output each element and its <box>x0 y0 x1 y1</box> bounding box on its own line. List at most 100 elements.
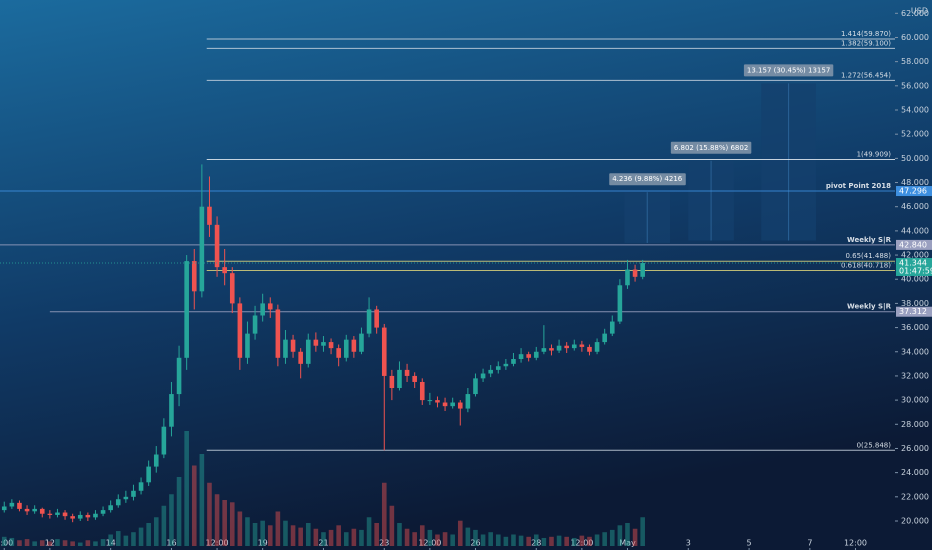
candle-body <box>32 508 37 512</box>
volume-bar <box>131 532 136 546</box>
x-tick-label: 12:00 <box>570 539 593 548</box>
volume-bar <box>275 511 281 546</box>
volume-bar <box>229 502 235 546</box>
candle-body <box>412 375 417 382</box>
volume-bar <box>313 528 319 546</box>
price-box <box>896 257 932 276</box>
level-label: Weekly S|R <box>847 303 892 312</box>
candle-body <box>579 344 585 347</box>
projection-label: 6.802 (15.88%) 6802 <box>674 144 748 152</box>
candle-body <box>640 263 645 277</box>
y-tick-label: 22.000 <box>901 492 929 501</box>
x-tick-label: 12 <box>45 539 55 548</box>
candle-body <box>283 339 288 358</box>
volume-bar <box>222 500 227 546</box>
volume-bar <box>609 529 615 546</box>
level-label: 1(49.909) <box>857 150 892 158</box>
y-tick-label: 58.000 <box>901 57 929 66</box>
x-tick-label: 12:00 <box>418 539 441 548</box>
candle-body <box>153 454 159 467</box>
candle-body <box>313 339 319 346</box>
volume-bar <box>39 540 45 546</box>
candle-body <box>267 303 273 310</box>
candle-body <box>214 224 220 268</box>
y-tick-label: 54.000 <box>901 106 929 115</box>
y-tick-label: 62.000 <box>901 9 929 18</box>
volume-bar <box>511 534 516 546</box>
volume-bar <box>55 539 60 546</box>
candle-body <box>39 508 45 514</box>
candle-body <box>138 482 144 491</box>
volume-bar <box>77 542 83 546</box>
candle-body <box>161 426 167 455</box>
candle-body <box>176 357 182 395</box>
candle-body <box>359 333 364 352</box>
volume-bar <box>328 529 334 546</box>
projection-label-bg <box>743 64 834 77</box>
volume-bar <box>321 532 326 546</box>
volume-bar <box>138 527 144 546</box>
candle-body <box>571 344 577 349</box>
volume-bar <box>237 511 243 546</box>
candle-body <box>115 499 121 506</box>
candle-body <box>397 369 402 389</box>
volume-bar <box>32 541 37 546</box>
candle-body <box>328 342 334 349</box>
volume-bar <box>17 540 22 546</box>
volume-bar <box>632 528 638 546</box>
level-label: 0.65(41.488) <box>845 252 891 260</box>
candle-body <box>465 394 471 409</box>
candle-body <box>617 285 623 322</box>
projection-label-bg <box>670 141 752 154</box>
volume-bar <box>503 536 509 546</box>
candle-body <box>108 505 113 511</box>
candle-body <box>191 261 197 292</box>
projection-label: 13.157 (30.45%) 13157 <box>747 66 830 74</box>
candle-body <box>526 354 531 358</box>
candle-body <box>564 345 569 349</box>
volume-bar <box>571 537 577 546</box>
candle-body <box>252 315 258 334</box>
volume-bar <box>473 529 478 546</box>
volume-bar <box>541 537 547 546</box>
x-tick-label: 26 <box>470 539 480 548</box>
candle-body <box>184 261 189 358</box>
candle-body <box>602 333 607 343</box>
volume-bar <box>161 505 167 546</box>
volume-bar <box>359 529 364 546</box>
x-tick-label: 19 <box>258 539 268 548</box>
candle-body <box>556 345 562 351</box>
candle-body <box>77 514 83 519</box>
volume-bar <box>412 532 417 546</box>
volume-bar <box>62 540 68 546</box>
volume-bar <box>495 534 501 546</box>
volume-bar <box>480 534 486 546</box>
volume-bar <box>199 454 205 546</box>
x-tick-label: May <box>619 539 636 548</box>
candle-body <box>625 269 630 286</box>
candle-body <box>351 339 357 352</box>
y-tick-label: 40.000 <box>901 275 929 284</box>
candle-body <box>457 402 463 409</box>
candle-body <box>503 363 509 367</box>
level-label: 1.414(59.870) <box>841 30 891 38</box>
x-tick-label: 12:00 <box>844 539 867 548</box>
volume-bar <box>366 517 372 546</box>
candle-body <box>55 512 60 515</box>
candle-body <box>533 351 539 358</box>
level-axis-label: 42.840 <box>899 240 927 249</box>
candle-body <box>495 366 501 370</box>
volume-bar <box>397 523 402 546</box>
level-label: 1.272(56.454) <box>841 71 891 79</box>
y-tick-label: 50.000 <box>901 154 929 163</box>
level-axis-label: 47.296 <box>899 187 927 196</box>
volume-bar <box>245 517 250 546</box>
y-tick-label: 34.000 <box>901 347 929 356</box>
volume-bar <box>435 534 440 546</box>
level-label: pivot Point 2018 <box>826 182 891 190</box>
x-tick-label: 28 <box>531 539 541 548</box>
candle-body <box>419 381 425 401</box>
volume-bar <box>389 505 395 546</box>
